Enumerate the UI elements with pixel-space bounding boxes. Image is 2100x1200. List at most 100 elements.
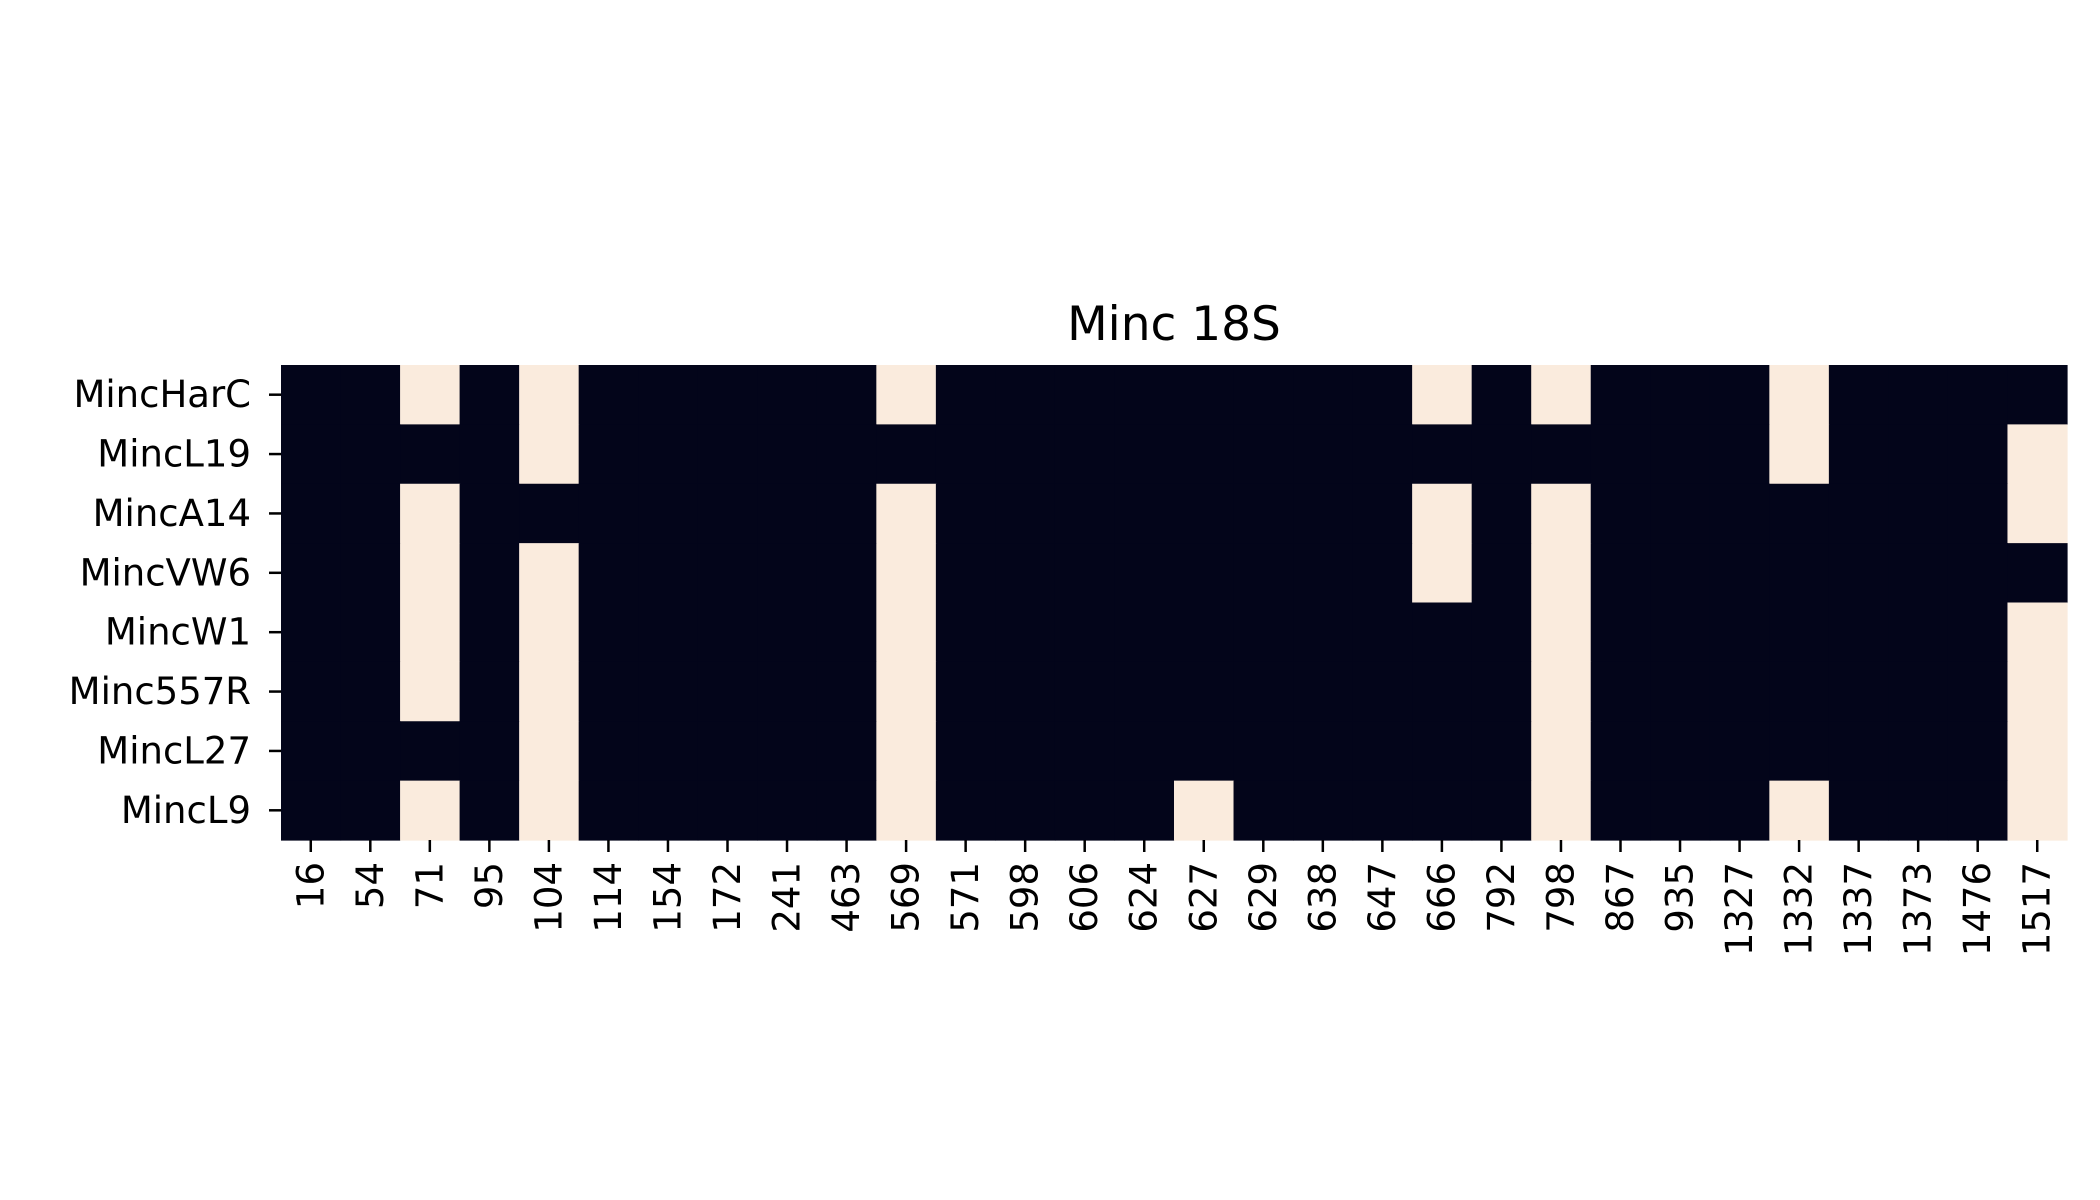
heatmap-cell — [935, 483, 996, 544]
x-tick-label: 1337 — [1837, 862, 1880, 956]
heatmap-cell — [1233, 365, 1294, 425]
heatmap-cell — [340, 424, 401, 485]
heatmap-cell — [1293, 661, 1354, 722]
heatmap-cell — [281, 483, 342, 544]
heatmap-cell — [1471, 780, 1532, 841]
heatmap-cell — [1650, 721, 1711, 782]
heatmap-cell — [1174, 602, 1235, 663]
heatmap-cell — [1174, 543, 1235, 604]
heatmap-cell — [876, 483, 937, 544]
heatmap-cell — [578, 365, 639, 425]
y-tick-label: Minc557R — [69, 670, 251, 713]
x-tick-label: 627 — [1182, 862, 1225, 933]
heatmap-cell — [1412, 602, 1473, 663]
heatmap-cell — [459, 661, 520, 722]
heatmap-cell — [697, 543, 758, 604]
x-tick-label: 54 — [349, 862, 392, 909]
heatmap-cell — [1174, 424, 1235, 485]
x-tick-label: 16 — [289, 862, 332, 909]
heatmap-cell — [995, 365, 1056, 425]
x-tick-label: 867 — [1599, 862, 1642, 933]
heatmap-cell — [340, 483, 401, 544]
heatmap-cell — [1531, 780, 1592, 841]
heatmap-cell — [876, 661, 937, 722]
heatmap-cell — [1471, 543, 1532, 604]
heatmap-cell — [638, 602, 699, 663]
heatmap-cell — [1174, 780, 1235, 841]
heatmap-cell — [2007, 661, 2068, 722]
heatmap-cell — [1174, 721, 1235, 782]
heatmap-cell — [697, 602, 758, 663]
heatmap-cell — [1352, 661, 1413, 722]
heatmap-cell — [519, 424, 580, 485]
heatmap-cell — [1233, 483, 1294, 544]
heatmap-cell — [935, 543, 996, 604]
heatmap-cell — [935, 661, 996, 722]
heatmap-cell — [1828, 721, 1889, 782]
y-tick-label: MincVW6 — [80, 551, 251, 594]
heatmap-cell — [1590, 780, 1651, 841]
heatmap-cell — [757, 365, 818, 425]
heatmap-cell — [1947, 602, 2009, 663]
heatmap-cell — [1531, 721, 1592, 782]
heatmap-cell — [1828, 780, 1889, 841]
heatmap-cell — [519, 721, 580, 782]
x-tick-label: 114 — [587, 862, 630, 933]
heatmap-cell — [697, 424, 758, 485]
heatmap-cell — [816, 780, 877, 841]
x-tick-label: 606 — [1063, 862, 1106, 933]
x-tick-label: 629 — [1242, 862, 1285, 933]
heatmap-cell — [1947, 721, 2009, 782]
heatmap-cell — [1471, 661, 1532, 722]
y-tick-label: MincW1 — [105, 611, 251, 654]
heatmap-cell — [1709, 602, 1770, 663]
heatmap-cell — [1174, 483, 1235, 544]
y-tick-label: MincL19 — [97, 433, 251, 476]
x-tick-label: 1373 — [1897, 862, 1940, 956]
heatmap-cell — [2007, 483, 2068, 544]
heatmap-cell — [1293, 543, 1354, 604]
x-axis: 16 54 71 95 104 114 154 172 241 463 569 571 598 606 62… — [289, 840, 2059, 956]
heatmap-cell — [1531, 602, 1592, 663]
y-tick-label: MincL27 — [97, 729, 251, 772]
heatmap-cell — [459, 365, 520, 425]
heatmap-cell — [1590, 721, 1651, 782]
heatmap-cell — [1947, 543, 2009, 604]
heatmap-cell — [281, 424, 342, 485]
heatmap-cell — [638, 661, 699, 722]
x-tick-label: 647 — [1361, 862, 1404, 933]
heatmap-cell — [638, 721, 699, 782]
heatmap-cell — [1471, 365, 1532, 425]
heatmap-cell — [1650, 661, 1711, 722]
heatmap-cell — [1412, 424, 1473, 485]
heatmap-cell — [1233, 661, 1294, 722]
heatmap-cell — [1709, 780, 1770, 841]
heatmap-cell — [697, 721, 758, 782]
heatmap-cell — [1412, 543, 1473, 604]
heatmap-cell — [816, 602, 877, 663]
x-tick-label: 598 — [1004, 862, 1047, 933]
heatmap-cell — [519, 483, 580, 544]
x-tick-label: 95 — [468, 862, 511, 909]
heatmap-cell — [459, 721, 520, 782]
heatmap-cell — [1352, 543, 1413, 604]
heatmap-cell — [1828, 424, 1889, 485]
heatmap-cell — [697, 365, 758, 425]
heatmap-cell — [1531, 483, 1592, 544]
heatmap-cell — [1233, 424, 1294, 485]
heatmap-cell — [1352, 780, 1413, 841]
heatmap-cell — [1114, 365, 1175, 425]
heatmap-cell — [578, 543, 639, 604]
x-tick-label: 624 — [1123, 862, 1166, 933]
x-tick-label: 638 — [1301, 862, 1344, 933]
heatmap-cell — [1888, 365, 1949, 425]
heatmap-cell — [995, 780, 1056, 841]
heatmap-cell — [400, 721, 461, 782]
heatmap-cell — [1828, 543, 1889, 604]
heatmap-cell — [757, 661, 818, 722]
heatmap-cell — [519, 365, 580, 425]
heatmap-cell — [400, 543, 461, 604]
heatmap-cell — [1531, 365, 1592, 425]
heatmap-cell — [519, 661, 580, 722]
x-tick-label: 104 — [527, 862, 570, 933]
